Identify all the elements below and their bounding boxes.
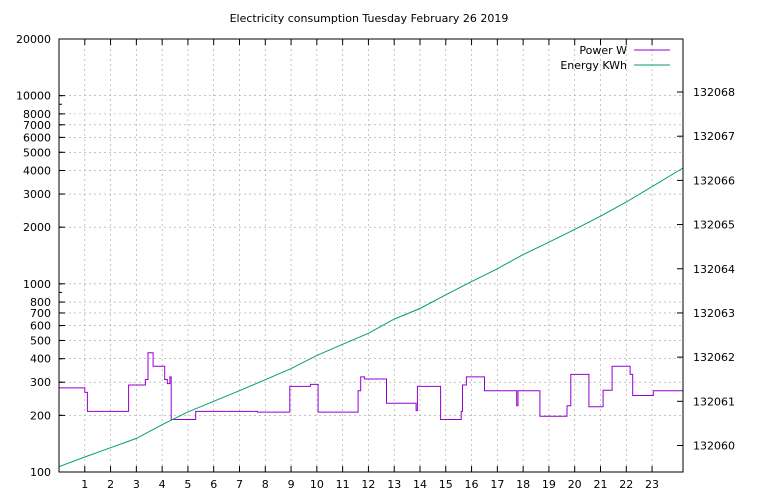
- x-tick-label: 14: [413, 478, 427, 491]
- y-tick-label: 200: [30, 409, 51, 422]
- x-tick-label: 9: [288, 478, 295, 491]
- x-tick-label: 6: [210, 478, 217, 491]
- series-line: [59, 352, 683, 420]
- chart-title: Electricity consumption Tuesday February…: [230, 12, 509, 25]
- y-tick-label: 400: [30, 353, 51, 366]
- x-tick-label: 11: [336, 478, 350, 491]
- y2-tick-label: 132062: [693, 351, 735, 364]
- y2-tick-label: 132061: [693, 395, 735, 408]
- x-tick-label: 1: [81, 478, 88, 491]
- y-tick-label: 1000: [23, 278, 51, 291]
- x-tick-label: 3: [133, 478, 140, 491]
- y-tick-label: 300: [30, 376, 51, 389]
- plot-frame: [58, 38, 684, 473]
- y-tick-label: 500: [30, 334, 51, 347]
- x-tick-label: 12: [361, 478, 375, 491]
- x-tick-label: 8: [262, 478, 269, 491]
- x-tick-label: 10: [310, 478, 324, 491]
- x-tick-label: 16: [465, 478, 479, 491]
- y-tick-label: 20000: [16, 33, 51, 46]
- x-tick-label: 2: [107, 478, 114, 491]
- y-tick-label: 10000: [16, 90, 51, 103]
- legend-label: Energy KWh: [560, 59, 627, 72]
- legend-label: Power W: [579, 44, 627, 57]
- x-tick-label: 18: [516, 478, 530, 491]
- series-line: [58, 167, 684, 468]
- x-tick-label: 7: [236, 478, 243, 491]
- x-tick-label: 17: [490, 478, 504, 491]
- x-tick-label: 23: [645, 478, 659, 491]
- y2-tick-label: 132066: [693, 174, 735, 187]
- y-tick-label: 6000: [23, 131, 51, 144]
- y2-tick-label: 132067: [693, 130, 735, 143]
- series-lines: [58, 167, 684, 468]
- y-tick-label: 5000: [23, 146, 51, 159]
- y2-tick-label: 132063: [693, 307, 735, 320]
- y-tick-label: 800: [30, 296, 51, 309]
- y-tick-label: 600: [30, 320, 51, 333]
- x-tick-label: 20: [568, 478, 582, 491]
- x-tick-label: 4: [159, 478, 166, 491]
- y2-tick-label: 132064: [693, 263, 735, 276]
- axis-ticks: 1 2 3 4 5 6 7 8 9 10 11 12 13 14 15 16 17 18 19 20 21 22 23100…: [16, 33, 735, 491]
- y2-tick-label: 132065: [693, 219, 735, 232]
- y-tick-label: 100: [30, 466, 51, 479]
- grid: [59, 39, 683, 472]
- y2-tick-label: 132068: [693, 86, 735, 99]
- y-tick-label: 4000: [23, 165, 51, 178]
- legend: Power W Energy KWh: [560, 44, 670, 72]
- y-tick-label: 700: [30, 307, 51, 320]
- y-tick-label: 3000: [23, 188, 51, 201]
- y2-tick-label: 132060: [693, 439, 735, 452]
- x-tick-label: 5: [184, 478, 191, 491]
- x-tick-label: 22: [619, 478, 633, 491]
- x-tick-label: 13: [387, 478, 401, 491]
- x-tick-label: 15: [439, 478, 453, 491]
- x-tick-label: 21: [593, 478, 607, 491]
- x-tick-label: 19: [542, 478, 556, 491]
- y-tick-label: 7000: [23, 119, 51, 132]
- y-tick-label: 8000: [23, 108, 51, 121]
- y-tick-label: 2000: [23, 221, 51, 234]
